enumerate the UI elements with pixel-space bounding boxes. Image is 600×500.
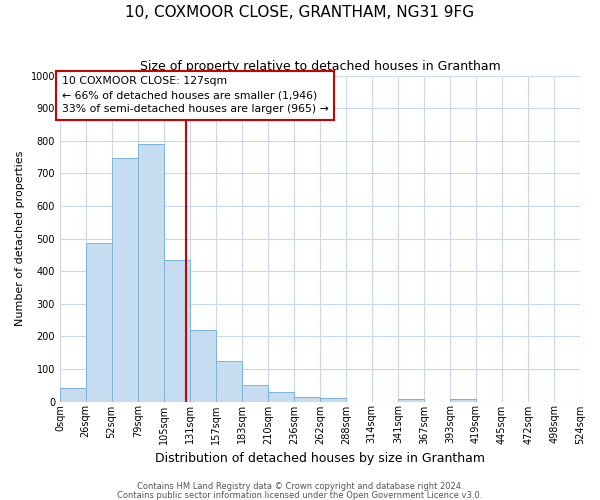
Bar bbox=[398, 399, 424, 402]
Text: 10 COXMOOR CLOSE: 127sqm
← 66% of detached houses are smaller (1,946)
33% of sem: 10 COXMOOR CLOSE: 127sqm ← 66% of detach… bbox=[62, 76, 329, 114]
Bar bbox=[242, 384, 268, 402]
Bar bbox=[294, 398, 320, 402]
Bar bbox=[320, 398, 346, 402]
Y-axis label: Number of detached properties: Number of detached properties bbox=[15, 151, 25, 326]
Text: Contains HM Land Registry data © Crown copyright and database right 2024.: Contains HM Land Registry data © Crown c… bbox=[137, 482, 463, 491]
Bar bbox=[216, 361, 242, 402]
Bar bbox=[112, 158, 139, 402]
X-axis label: Distribution of detached houses by size in Grantham: Distribution of detached houses by size … bbox=[155, 452, 485, 465]
Bar bbox=[86, 244, 112, 402]
Text: 10, COXMOOR CLOSE, GRANTHAM, NG31 9FG: 10, COXMOOR CLOSE, GRANTHAM, NG31 9FG bbox=[125, 5, 475, 20]
Bar bbox=[268, 392, 294, 402]
Bar bbox=[190, 330, 216, 402]
Bar bbox=[164, 260, 190, 402]
Bar bbox=[60, 388, 86, 402]
Bar bbox=[139, 144, 164, 402]
Title: Size of property relative to detached houses in Grantham: Size of property relative to detached ho… bbox=[140, 60, 500, 73]
Bar bbox=[450, 399, 476, 402]
Text: Contains public sector information licensed under the Open Government Licence v3: Contains public sector information licen… bbox=[118, 490, 482, 500]
